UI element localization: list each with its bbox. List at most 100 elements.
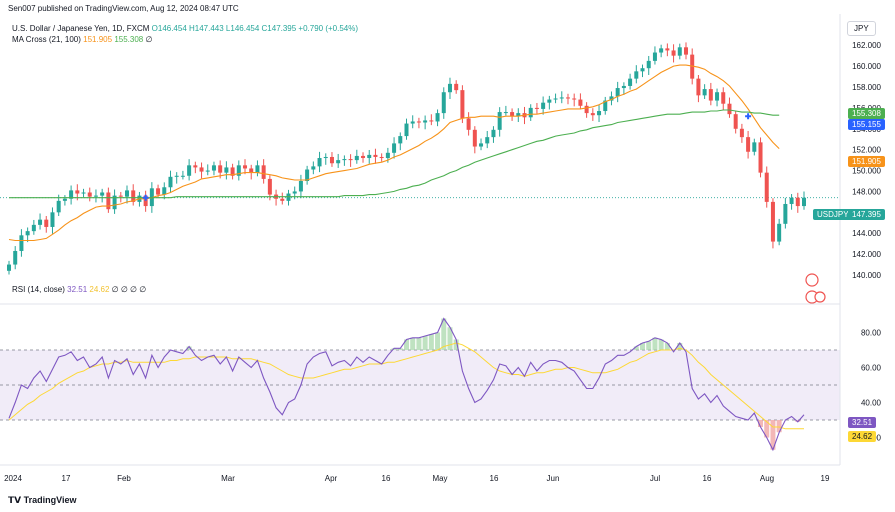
candle-body	[342, 159, 347, 161]
candle-body	[708, 89, 713, 101]
ma-fast-line	[8, 64, 780, 242]
candle-body	[329, 156, 334, 164]
candle-body	[106, 192, 111, 210]
candle-body	[441, 92, 446, 114]
time-axis-label: 2024	[4, 474, 22, 483]
candle-body	[503, 112, 508, 114]
price-axis-label: 158.000	[852, 83, 881, 92]
candle-body	[621, 85, 626, 89]
candle-body	[528, 107, 533, 118]
time-axis-label: 17	[62, 474, 71, 483]
rsi-pane	[0, 317, 840, 452]
candle-body	[447, 83, 452, 93]
time-axis-label: May	[432, 474, 447, 483]
price-axis-label: 162.000	[852, 41, 881, 50]
rsi-ma-line	[8, 342, 804, 430]
candle-body	[615, 88, 620, 97]
candle-body	[218, 165, 223, 173]
candle-body	[323, 156, 328, 159]
candle-body	[553, 98, 558, 100]
candle-body	[472, 129, 477, 147]
candle-body	[25, 231, 30, 236]
candle-body	[559, 97, 564, 99]
rsi-tag: 32.51	[848, 417, 877, 428]
candle-body	[180, 175, 185, 177]
candle-body	[255, 165, 260, 173]
candle-body	[298, 181, 303, 192]
candle-body	[696, 78, 701, 96]
ma-extra: ∅	[145, 35, 153, 44]
candle-body	[770, 201, 775, 242]
candle-body	[746, 137, 751, 152]
candle-body	[361, 155, 366, 159]
price-axis-label: 144.000	[852, 229, 881, 238]
candle-body	[516, 113, 521, 117]
currency-button[interactable]: JPY	[847, 21, 876, 36]
ma-legend: MA Cross (21, 100) 151.905 155.308 ∅	[12, 35, 152, 44]
price-axis-label: 160.000	[852, 62, 881, 71]
candle-body	[584, 105, 589, 114]
candle-body	[597, 111, 602, 116]
candle-body	[410, 121, 415, 124]
candle-body	[75, 190, 80, 194]
candle-body	[280, 198, 285, 201]
candle-body	[534, 107, 539, 109]
candle-body	[460, 90, 465, 119]
candle-body	[646, 60, 651, 69]
rsi-axis-label: 80.00	[861, 329, 882, 338]
time-axis-label: Jun	[547, 474, 560, 483]
candle-body	[187, 165, 192, 176]
ma-slow-value: 155.308	[114, 35, 144, 44]
rsi-label: RSI (14, close)	[12, 285, 65, 294]
price-axis-label: 152.000	[852, 146, 881, 155]
candle-body	[243, 165, 248, 169]
candle-body	[174, 175, 179, 177]
candle-body	[112, 195, 117, 210]
candle-body	[87, 192, 92, 197]
candle-body	[311, 166, 316, 170]
candle-body	[764, 172, 769, 202]
candle-body	[640, 68, 645, 72]
rsi-ma-tag: 24.62	[848, 431, 877, 442]
candle-body	[392, 143, 397, 153]
ma-cross-tag: 155.155	[848, 119, 885, 130]
candle-body	[702, 89, 707, 96]
rsi-axis-label: 40.00	[861, 399, 882, 408]
candle-body	[19, 235, 24, 251]
candle-body	[236, 165, 241, 176]
price-axis-label: 148.000	[852, 187, 881, 196]
candle-body	[199, 167, 204, 172]
candle-body	[211, 165, 216, 171]
candle-body	[590, 113, 595, 116]
ma-slow-line	[9, 109, 780, 199]
rsi-oversold-fill	[758, 420, 801, 450]
candle-body	[510, 112, 515, 117]
candle-body	[572, 98, 577, 100]
rsi-ma-value: 24.62	[89, 285, 110, 294]
candle-body	[497, 112, 502, 130]
ma-cross-down-marker	[745, 113, 752, 120]
candle-body	[348, 159, 353, 161]
symbol-title: U.S. Dollar / Japanese Yen, 1D, FXCM	[12, 24, 150, 33]
price-axis-label: 150.000	[852, 167, 881, 176]
tradingview-footer[interactable]: 𝗧𝗩 TradingView	[8, 495, 76, 506]
ohlc-values: O146.454 H147.443 L146.454 C147.395 +0.7…	[151, 24, 359, 33]
candle-body	[565, 97, 570, 99]
candle-body	[677, 47, 682, 56]
candle-body	[379, 156, 384, 159]
candle-body	[38, 219, 43, 225]
candle-body	[56, 200, 61, 213]
candle-body	[547, 99, 552, 103]
candle-body	[416, 121, 421, 123]
candle-body	[385, 152, 390, 159]
ma-slow-tag: 155.308	[848, 108, 885, 119]
time-axis-label: 16	[490, 474, 499, 483]
candle-body	[13, 250, 18, 265]
candle-body	[100, 192, 105, 196]
candle-body	[795, 197, 800, 207]
candle-body	[373, 154, 378, 157]
ma-cross-up-marker	[142, 194, 149, 201]
candle-body	[50, 212, 55, 227]
candle-body	[733, 114, 738, 129]
